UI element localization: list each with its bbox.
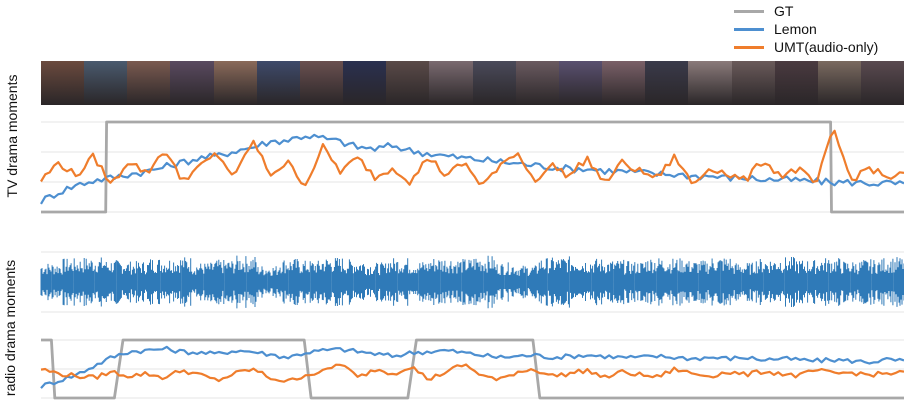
legend-swatch-umt	[734, 45, 764, 49]
series-line-lemon	[40, 133, 904, 205]
radio-plot	[40, 338, 904, 400]
series-line-umt-audio-only	[40, 129, 904, 187]
tv-plot	[40, 120, 904, 214]
video-thumbnail	[602, 61, 646, 105]
legend-label-lemon: Lemon	[774, 21, 817, 37]
series-line-lemon	[40, 345, 904, 389]
legend-swatch-gt	[734, 9, 764, 13]
video-thumbnail	[386, 61, 430, 105]
series-line-gt	[41, 120, 904, 214]
video-thumbnail	[860, 61, 904, 105]
radio-panel-label: radio drama moments	[2, 259, 18, 397]
series-line-umt-audio-only	[40, 363, 904, 383]
legend-label-gt: GT	[774, 3, 794, 19]
video-thumbnail	[731, 61, 775, 105]
video-thumbnail-strip	[41, 61, 904, 105]
series-line-gt	[41, 338, 904, 400]
video-thumbnail	[688, 61, 732, 105]
video-thumbnail	[299, 61, 344, 105]
video-thumbnail	[429, 61, 473, 105]
tv-panel-label: TV drama moments	[4, 74, 20, 198]
legend-label-umt: UMT(audio-only)	[774, 39, 879, 55]
video-thumbnail	[256, 61, 300, 105]
video-thumbnail	[558, 61, 603, 105]
video-thumbnail	[84, 61, 128, 105]
video-thumbnail	[515, 61, 559, 105]
video-thumbnail	[472, 61, 516, 105]
legend: GT Lemon UMT(audio-only)	[734, 2, 878, 56]
legend-swatch-lemon	[734, 27, 764, 31]
legend-item-lemon: Lemon	[734, 20, 878, 38]
video-thumbnail	[170, 61, 214, 105]
figure-canvas	[40, 120, 904, 400]
video-thumbnail	[343, 61, 387, 105]
video-thumbnail	[774, 61, 818, 105]
video-thumbnail	[41, 61, 85, 105]
waveform-plot	[40, 255, 904, 309]
waveform-trace	[40, 255, 904, 309]
video-thumbnail	[817, 61, 861, 105]
video-thumbnail	[213, 61, 257, 105]
legend-item-umt: UMT(audio-only)	[734, 38, 878, 56]
video-thumbnail	[645, 61, 689, 105]
legend-item-gt: GT	[734, 2, 878, 20]
video-thumbnail	[127, 61, 171, 105]
